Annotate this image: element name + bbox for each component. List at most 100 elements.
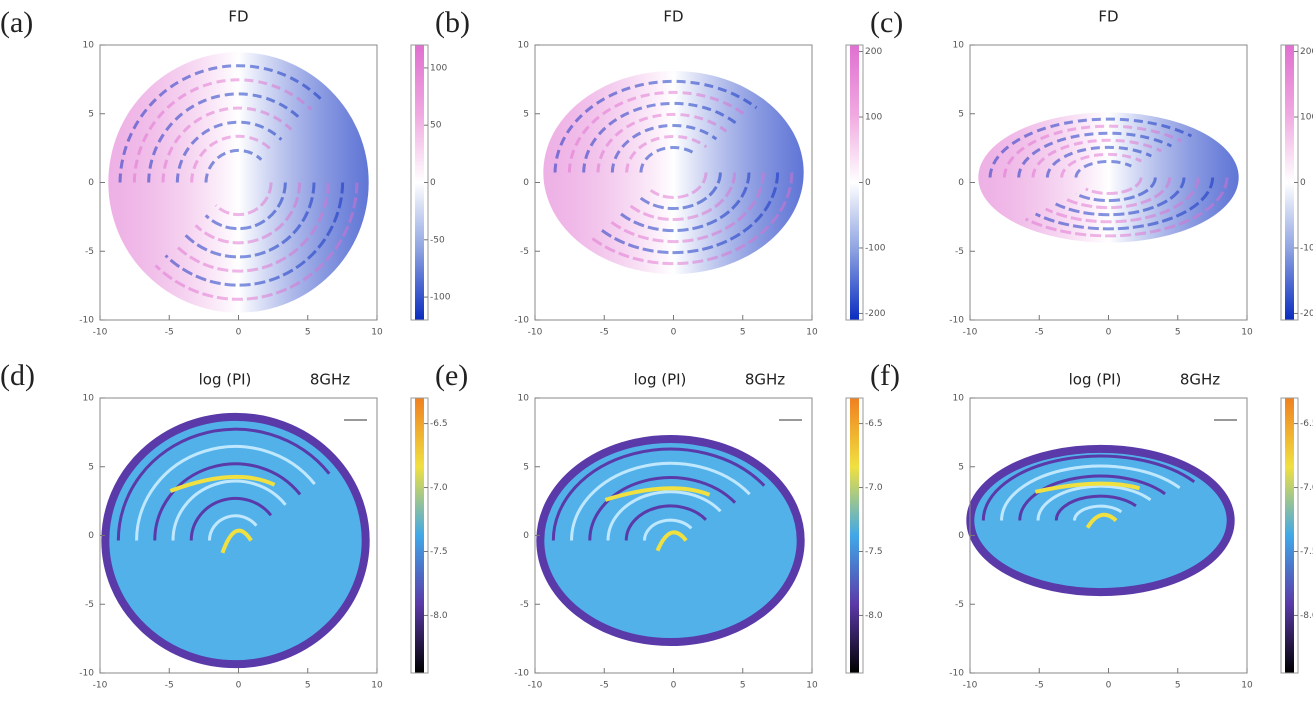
colorbar-tick-label: -50 [430, 235, 445, 245]
panel-label: (b) [435, 6, 470, 39]
map-structure [639, 145, 698, 173]
y-tick-label: -10 [514, 669, 529, 679]
x-tick-label: 10 [806, 681, 818, 691]
colorbar-tick-label: 0 [430, 178, 436, 188]
map-structure [596, 112, 728, 173]
x-tick-label: 0 [1106, 681, 1112, 691]
colorbar-tick-label: -8.0 [865, 611, 883, 621]
map-structure [589, 172, 794, 266]
y-tick-label: -10 [949, 669, 964, 679]
map-structure [582, 101, 738, 173]
y-tick-label: -5 [955, 247, 964, 257]
y-tick-label: -5 [520, 247, 529, 257]
y-tick-label: 0 [523, 531, 529, 541]
map-structure [1036, 484, 1152, 521]
x-tick-label: 10 [371, 328, 383, 338]
y-tick-label: 0 [88, 531, 94, 541]
x-tick-label: -5 [165, 681, 174, 691]
panel-title: FD [1098, 8, 1118, 26]
map-structure [609, 172, 765, 244]
x-tick-label: 5 [305, 328, 311, 338]
panel-label: (a) [0, 6, 33, 39]
x-tick-label: -5 [165, 328, 174, 338]
x-tick-label: -5 [1035, 328, 1044, 338]
map-structure [588, 476, 737, 541]
map-structure [135, 445, 316, 541]
y-tick-label: -10 [949, 316, 964, 326]
map-structure [1072, 504, 1123, 521]
colorbar-tick-label: -6.5 [430, 419, 448, 429]
map-structure [1024, 177, 1229, 238]
y-tick-label: 10 [518, 41, 530, 51]
y-tick-label: 5 [523, 462, 529, 472]
y-tick-label: -10 [514, 316, 529, 326]
map-structure [169, 474, 276, 493]
y-tick-label: -10 [79, 669, 94, 679]
colorbar-tick-label: -7.0 [430, 483, 448, 493]
map-structure [567, 90, 748, 173]
colorbar-tick-label: -7.0 [865, 483, 883, 493]
panel-title: log (PI) [199, 371, 252, 389]
map-structure [220, 528, 253, 554]
map-structure [553, 79, 758, 173]
map-structure [132, 78, 313, 183]
panel-subtitle: 8GHz [310, 371, 350, 389]
y-tick-label: 0 [958, 178, 964, 188]
colorbar-tick-label: -7.5 [1300, 547, 1313, 557]
x-tick-label: -10 [93, 681, 108, 691]
panel-title: log (PI) [1069, 371, 1122, 389]
colorbar-tick-label: -8.0 [430, 611, 448, 621]
map-structure [1031, 138, 1163, 178]
map-structure [1000, 464, 1181, 521]
y-tick-label: 5 [958, 462, 964, 472]
colorbar-tick-label: 50 [430, 121, 442, 131]
map-structure [164, 182, 345, 287]
map-structure [161, 106, 293, 183]
map-structure [988, 117, 1193, 178]
colorbar-tick-label: 0 [865, 178, 871, 188]
map-structure [204, 182, 287, 231]
map-structure [1075, 177, 1157, 203]
map-structure [655, 530, 688, 552]
map-structure [642, 518, 693, 541]
map-structure [1065, 177, 1172, 210]
colorbar-tick-label: -6.5 [865, 419, 883, 429]
colorbar [415, 45, 424, 320]
colorbar [850, 45, 859, 320]
colorbar-tick-label: -7.5 [865, 547, 883, 557]
map-image [101, 412, 370, 669]
y-tick-label: 0 [523, 178, 529, 188]
map-structure [214, 182, 273, 217]
map-structure [1060, 152, 1142, 178]
map-image [543, 70, 804, 275]
panel-label: (c) [870, 6, 903, 39]
map-structure [624, 504, 707, 541]
colorbar-tick-label: -100 [1300, 243, 1313, 253]
map-structure [207, 514, 258, 541]
map-structure [171, 479, 287, 541]
colorbar-tick-label: 100 [430, 63, 447, 73]
map-structure [1044, 177, 1200, 224]
panel-subtitle: 8GHz [745, 371, 785, 389]
map-structure [639, 172, 722, 211]
map-structure [981, 454, 1196, 521]
x-tick-label: -10 [963, 681, 978, 691]
map-structure [1017, 131, 1173, 178]
x-tick-label: -5 [600, 328, 609, 338]
x-tick-label: 10 [371, 681, 383, 691]
x-tick-label: -5 [1035, 681, 1044, 691]
y-tick-label: 0 [958, 531, 964, 541]
x-tick-label: -10 [963, 328, 978, 338]
x-tick-label: 0 [671, 328, 677, 338]
colorbar-tick-label: 0 [1300, 178, 1306, 188]
y-tick-label: -5 [85, 247, 94, 257]
map-structure [1045, 145, 1152, 178]
map-structure [1034, 481, 1141, 494]
x-tick-label: 5 [740, 681, 746, 691]
map-image [108, 52, 369, 313]
map-structure [610, 123, 718, 173]
x-tick-label: -10 [528, 328, 543, 338]
colorbar-tick-label: 200 [865, 47, 882, 57]
y-tick-label: 5 [523, 109, 529, 119]
